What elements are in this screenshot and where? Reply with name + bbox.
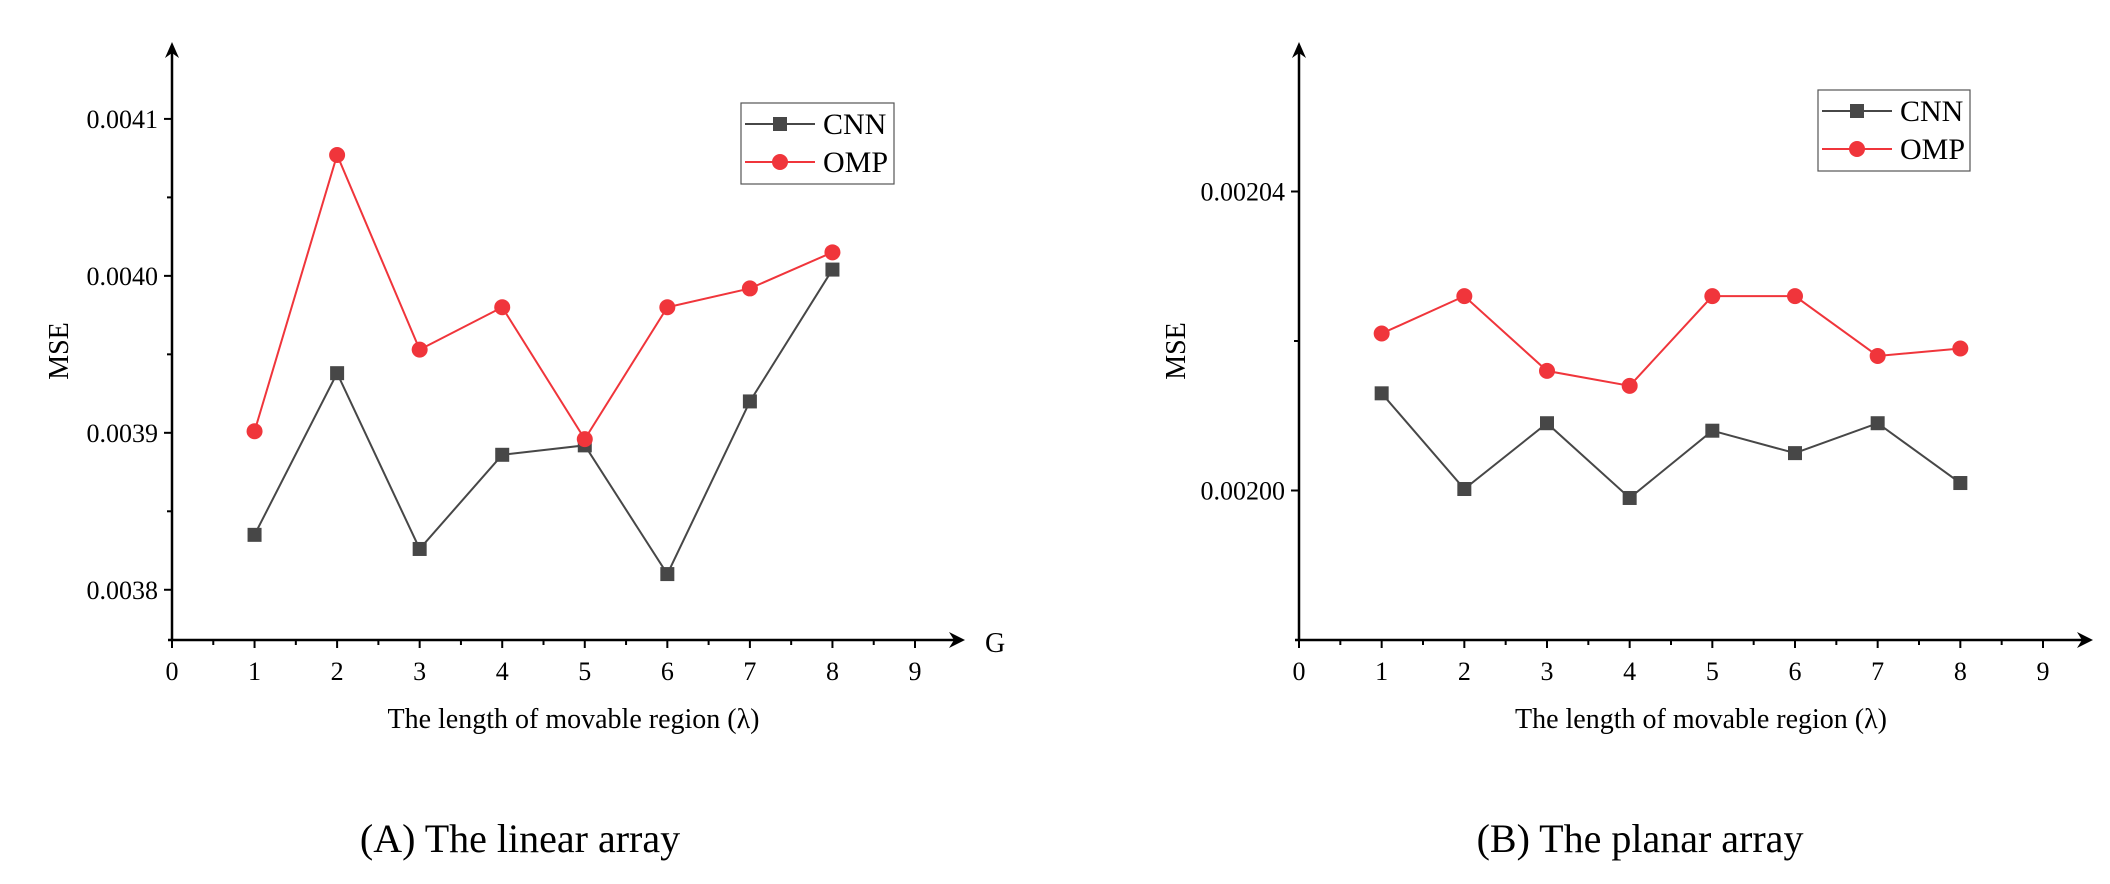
data-point-omp [1704,288,1721,305]
legend-box [740,102,895,185]
x-tick-label: 9 [2037,657,2050,686]
x-tick-label: 2 [1458,657,1471,686]
data-point-omp [494,299,511,316]
legend: CNN OMP [1817,89,1971,172]
data-point-omp [329,147,346,164]
y-tick-label: 0.0039 [87,419,159,448]
y-axis-arrow [1292,42,1306,58]
data-point-omp [659,299,676,316]
legend-marker-square [773,117,787,131]
x-tick-label: 0 [1293,657,1306,686]
data-point-omp [1869,347,1886,364]
data-point-cnn [1540,416,1554,431]
data-point-cnn [1705,423,1720,438]
legend-marker-circle [1849,141,1865,157]
legend-label: OMP [1900,133,1965,166]
x-tick-label: 7 [1871,657,1884,686]
y-tick-label: 0.0040 [87,262,159,291]
data-point-omp [1539,362,1555,379]
x-tick-label: 9 [909,657,922,686]
x-tick-label: 8 [826,657,839,686]
legend-box [1817,89,1971,172]
data-point-omp [1952,340,1969,357]
y-tick-label: 0.0038 [87,576,159,605]
series-cnn [247,262,840,582]
data-point-cnn [1870,416,1885,431]
y-tick-label: 0.00204 [1201,178,1286,207]
x-tick-label: 5 [1706,657,1719,686]
legend-marker-circle [772,154,788,170]
x-tick-label: 4 [496,657,509,686]
x-axis-label: The length of movable region (λ) [1515,704,1887,735]
series-omp [246,147,841,448]
data-point-omp [246,423,263,440]
data-point-cnn [1953,476,1968,491]
data-point-omp [576,431,593,448]
data-point-cnn [247,527,262,542]
data-point-cnn [1374,386,1389,401]
x-axis-label: The length of movable region (λ) [387,704,759,735]
legend-marker-square [1850,104,1864,118]
series-line-cnn [253,269,834,577]
data-point-cnn [330,366,345,381]
data-point-cnn [660,567,675,582]
x-tick-label: 4 [1623,657,1636,686]
data-point-cnn [742,394,757,409]
y-tick-label: 0.00200 [1201,477,1286,506]
series-line-omp [253,152,833,441]
data-point-omp [824,244,841,261]
x-tick-label: 5 [578,657,591,686]
y-axis-arrow [165,42,179,58]
data-point-cnn [495,447,510,462]
data-point-cnn [1788,446,1802,461]
legend-label: OMP [823,146,888,179]
series-cnn [1374,386,1968,505]
x-tick-label: 1 [1375,657,1388,686]
series-line-cnn [1380,392,1961,500]
chart-caption: (B) The planar array [1477,816,1804,861]
data-point-omp [1787,288,1803,305]
x-axis-arrow [949,632,965,648]
data-point-cnn [1457,482,1472,497]
x-tick-label: 7 [743,657,756,686]
y-axis-label: MSE [44,322,75,380]
x-tick-label: 0 [166,657,179,686]
series-omp [1373,288,1969,394]
chart-caption: (A) The linear array [360,816,680,861]
x-axis-arrow [2077,632,2093,648]
data-point-cnn [825,262,840,277]
x-tick-label: 6 [1789,657,1802,686]
x-tick-label: 8 [1954,657,1967,686]
x-tick-label: 2 [331,657,344,686]
x-axis-end-label: G [985,628,1005,659]
series-line-omp [1381,294,1961,387]
data-point-omp [411,341,428,358]
data-point-cnn [1622,490,1637,505]
y-axis-label: MSE [1161,322,1192,380]
x-tick-label: 3 [413,657,426,686]
data-point-omp [741,280,758,297]
data-point-omp [1456,288,1473,305]
x-tick-label: 6 [661,657,674,686]
y-tick-label: 0.0041 [87,105,159,134]
data-point-omp [1373,325,1390,342]
x-tick-label: 1 [248,657,261,686]
data-point-cnn [412,541,427,556]
legend-label: CNN [1900,95,1963,128]
legend: CNN OMP [740,102,895,185]
x-tick-label: 3 [1541,657,1554,686]
legend-label: CNN [823,108,886,141]
data-point-omp [1621,377,1638,394]
chart-panel-0: G 0 1 2 3 4 5 6 7 8 9 0.0038 0.0039 0.0040 0.0041 The l… [44,42,1005,861]
